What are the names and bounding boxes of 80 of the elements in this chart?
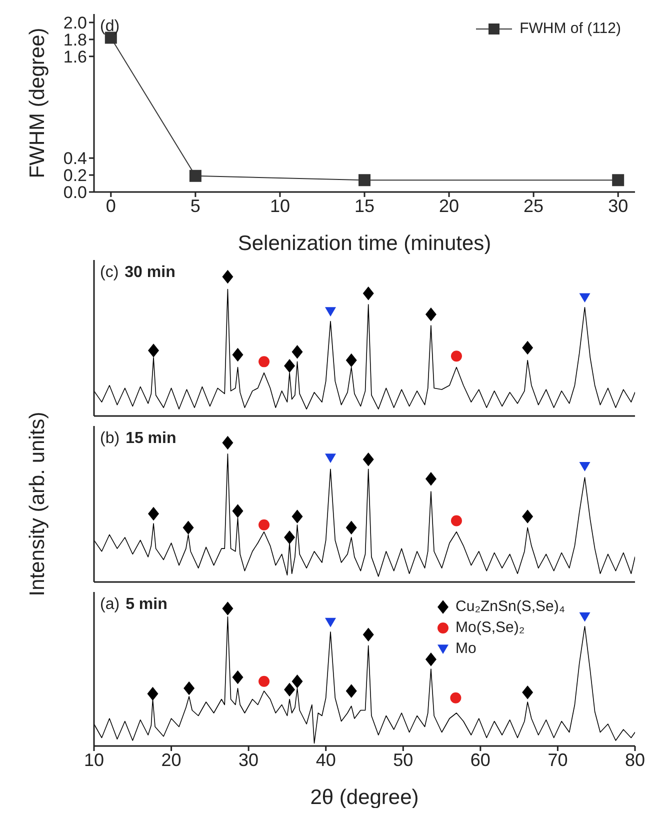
point <box>450 350 462 362</box>
y-axis-title: Intensity (arb. units) <box>26 412 50 596</box>
y-tick-label: 1.6 <box>63 47 87 66</box>
point <box>346 684 357 698</box>
point <box>579 293 590 303</box>
point <box>258 519 270 530</box>
x-tick-label: 20 <box>439 196 460 216</box>
point <box>324 618 336 628</box>
point <box>425 652 436 666</box>
x-tick-label: 10 <box>84 750 104 770</box>
point <box>292 674 303 688</box>
point <box>189 170 202 182</box>
annotation: (d) <box>100 18 120 36</box>
x-tick-label: 30 <box>238 750 259 770</box>
point <box>450 515 462 526</box>
point <box>362 452 374 466</box>
point <box>346 520 357 535</box>
point <box>346 353 357 368</box>
point <box>324 454 336 463</box>
annotation: (c) <box>100 264 119 282</box>
x-tick-label: 25 <box>524 196 544 216</box>
point <box>258 356 270 368</box>
x-tick-label: 70 <box>548 750 568 770</box>
x-tick-label: 50 <box>393 750 414 770</box>
annotation: (a) <box>100 596 120 614</box>
x-tick-label: 40 <box>316 750 336 770</box>
point <box>222 436 234 450</box>
point <box>292 345 303 359</box>
annotation: 5 min <box>126 596 168 614</box>
x-tick-label: 30 <box>608 196 628 216</box>
point <box>425 307 436 322</box>
point <box>232 348 244 362</box>
x-tick-label: 0 <box>106 196 116 216</box>
point <box>222 602 234 616</box>
legend-label: Mo <box>456 640 476 657</box>
x-axis-title: 2θ (degree) <box>310 786 419 809</box>
point <box>232 670 244 684</box>
y-tick-label: 1.8 <box>63 30 87 50</box>
legend-label: Cu₂ZnSn(S,Se)₄ <box>456 598 565 615</box>
point <box>222 270 234 284</box>
point <box>579 612 590 622</box>
point <box>522 686 534 700</box>
point <box>184 681 195 696</box>
point <box>522 510 534 524</box>
y-tick-label: 0.4 <box>63 149 87 168</box>
y-tick-label: 0.2 <box>63 166 87 186</box>
x-tick-label: 15 <box>354 196 375 216</box>
x-axis-title: Selenization time (minutes) <box>238 232 492 255</box>
point <box>362 286 374 300</box>
legend-label: Mo(S,Se)₂ <box>456 619 525 636</box>
annotation: 30 min <box>124 264 176 282</box>
x-tick-label: 5 <box>190 196 200 216</box>
legend-label: FWHM of (112) <box>520 20 621 37</box>
annotation: 15 min <box>126 430 176 448</box>
point <box>284 358 296 373</box>
point <box>182 520 194 535</box>
y-tick-label: 2.0 <box>63 14 87 33</box>
point <box>258 676 270 687</box>
point <box>358 174 370 186</box>
point <box>292 510 303 524</box>
x-tick-label: 10 <box>270 196 290 216</box>
point <box>284 530 296 544</box>
point <box>522 340 534 355</box>
x-tick-label: 20 <box>161 750 182 770</box>
point <box>148 506 160 521</box>
annotation: (b) <box>100 430 120 448</box>
point <box>362 628 374 642</box>
x-tick-label: 80 <box>624 750 646 770</box>
y-tick-label: 0.0 <box>63 183 87 202</box>
point <box>450 692 462 704</box>
point <box>284 682 296 696</box>
x-tick-label: 60 <box>470 750 490 770</box>
y-axis-title: FWHM (degree) <box>26 28 50 178</box>
point <box>147 686 158 701</box>
point <box>148 344 160 358</box>
point <box>425 472 436 486</box>
point <box>579 462 590 472</box>
point <box>324 307 336 316</box>
point <box>232 504 244 518</box>
point <box>612 174 624 186</box>
